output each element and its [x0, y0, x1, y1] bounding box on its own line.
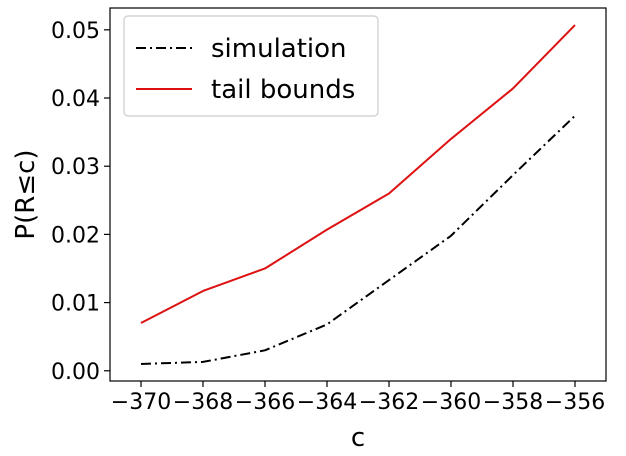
series-line-tail-bounds [140, 24, 576, 324]
plot-frame [109, 7, 607, 382]
y-tick-label: 0.04 [51, 87, 100, 112]
x-tick-label: −366 [235, 390, 295, 415]
y-tick-label: 0.03 [51, 155, 100, 180]
y-tick-label: 0.02 [51, 223, 100, 248]
y-axis-label: P(R≤c) [11, 149, 41, 239]
plot-lines [140, 24, 576, 365]
y-tick-label: 0.05 [51, 19, 100, 44]
x-tick-label: −364 [297, 390, 357, 415]
x-tick-label: −370 [111, 390, 171, 415]
legend: simulation tail bounds [123, 15, 379, 117]
y-axis: 0.00 0.01 0.02 0.03 0.04 0.05 [51, 19, 110, 385]
y-tick-label: 0.00 [51, 360, 100, 385]
x-axis-label: c [351, 423, 365, 453]
x-tick-label: −356 [545, 390, 605, 415]
x-tick-label: −368 [173, 390, 233, 415]
x-tick-label: −362 [359, 390, 419, 415]
legend-box [123, 15, 379, 117]
x-tick-label: −360 [421, 390, 481, 415]
y-tick-label: 0.01 [51, 292, 100, 317]
legend-label-simulation: simulation [211, 34, 347, 64]
series-line-simulation [140, 115, 576, 365]
x-axis: −370 −368 −366 −364 −362 −360 −358 −356 [111, 381, 605, 415]
legend-label-tail-bounds: tail bounds [211, 75, 355, 105]
x-tick-label: −358 [483, 390, 543, 415]
